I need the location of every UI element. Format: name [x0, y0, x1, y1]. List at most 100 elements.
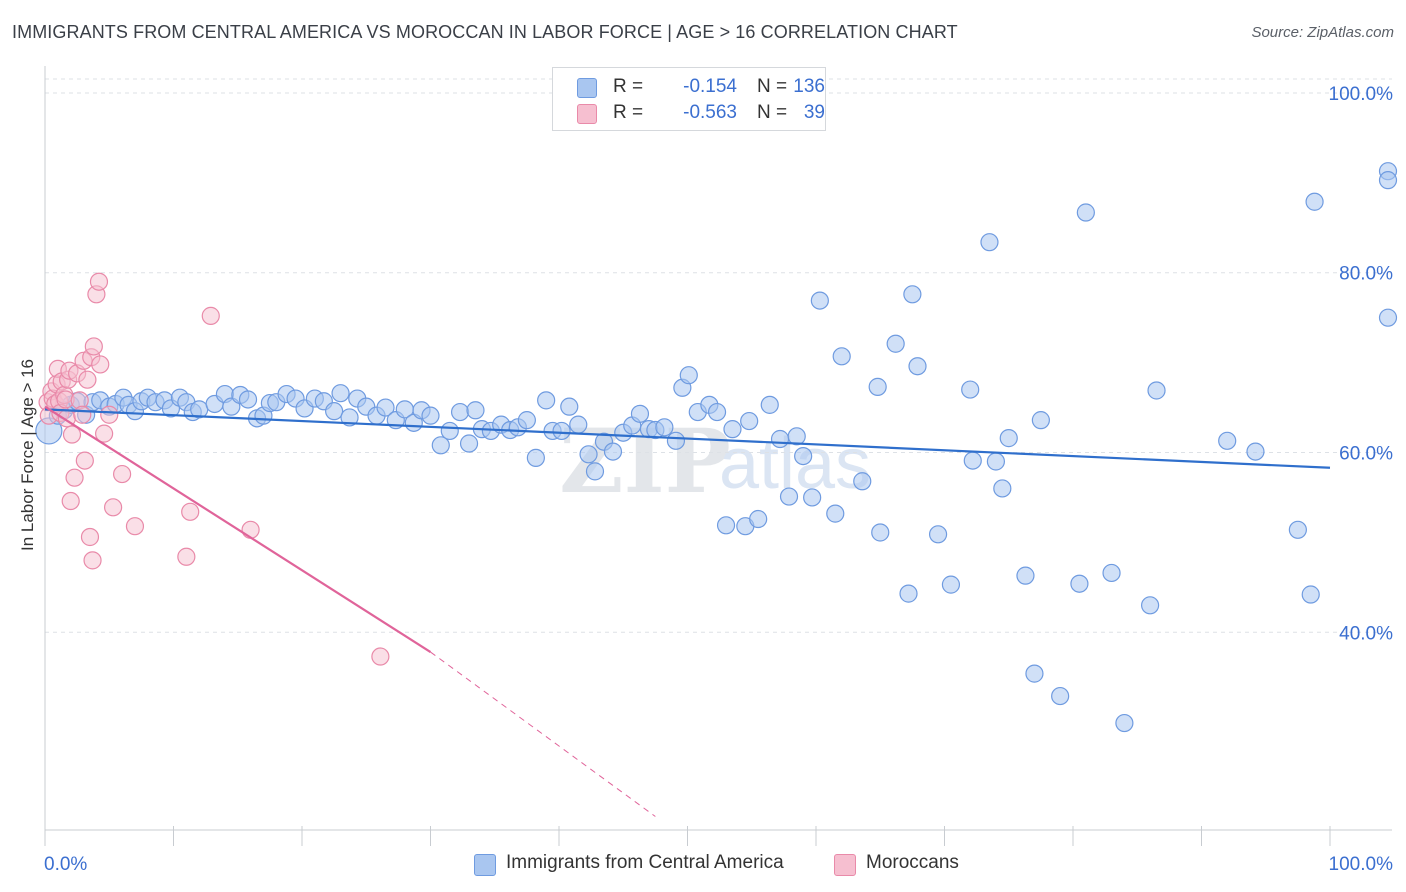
data-point-central-america: [1051, 686, 1070, 706]
axes: [44, 66, 1392, 846]
data-point-moroccans: [61, 491, 80, 511]
series-moroccans-points: [38, 272, 390, 666]
data-point-central-america: [1288, 520, 1307, 539]
data-point-central-america: [560, 397, 579, 416]
legend-r-label: R =: [613, 76, 644, 97]
data-point-moroccans: [100, 405, 119, 424]
data-point-central-america: [1115, 713, 1134, 733]
data-point-central-america: [941, 575, 961, 594]
data-point-central-america: [579, 445, 598, 464]
data-point-central-america: [666, 431, 686, 450]
data-point-central-america: [1140, 596, 1160, 615]
y-axis-label: In Labor Force | Age > 16: [18, 358, 37, 552]
stats-legend: R = -0.154 N = 136 R = -0.563 N = 39: [552, 67, 826, 131]
data-point-moroccans: [80, 527, 100, 547]
data-point-moroccans: [78, 370, 97, 389]
legend-swatch-blue: [474, 854, 496, 876]
data-point-central-america: [760, 395, 779, 414]
data-point-central-america: [832, 347, 851, 366]
data-point-moroccans: [112, 464, 132, 484]
series-central-america-points: [35, 162, 1398, 733]
data-point-central-america: [1378, 171, 1398, 190]
data-point-central-america: [826, 504, 845, 523]
data-point-central-america: [655, 418, 674, 437]
legend-swatch-blue: [577, 78, 597, 98]
data-point-central-america: [853, 472, 872, 491]
data-point-moroccans: [73, 405, 92, 424]
data-point-central-america: [787, 427, 806, 446]
x-tick-label: 100.0%: [1329, 854, 1394, 875]
watermark: ZIP atlas: [559, 409, 871, 513]
data-point-moroccans: [201, 306, 220, 325]
source-label: Source: ZipAtlas.com: [1251, 24, 1394, 41]
data-point-central-america: [810, 291, 829, 310]
chart-title: IMMIGRANTS FROM CENTRAL AMERICA VS MOROC…: [12, 22, 958, 42]
y-tick-label: 60.0%: [1339, 444, 1393, 465]
data-point-central-america: [899, 584, 918, 603]
data-point-central-america: [749, 509, 768, 529]
data-point-central-america: [986, 452, 1006, 471]
legend-r-label: R =: [613, 102, 644, 123]
data-point-moroccans: [177, 547, 196, 566]
legend-swatch-pink: [577, 104, 597, 124]
data-point-central-america: [1016, 566, 1035, 585]
legend-r-value: -0.154: [683, 76, 737, 97]
data-point-moroccans: [65, 468, 84, 487]
data-point-central-america: [723, 420, 742, 439]
data-point-moroccans: [62, 425, 82, 444]
data-point-central-america: [999, 429, 1018, 448]
data-point-moroccans: [181, 502, 200, 521]
legend-n-label: N =: [757, 76, 788, 97]
data-point-central-america: [340, 408, 359, 427]
data-point-central-america: [603, 442, 623, 461]
data-point-moroccans: [104, 498, 123, 517]
trend-line-central-america: [44, 408, 1331, 469]
data-point-central-america: [980, 233, 999, 252]
data-point-central-america: [1102, 563, 1121, 583]
data-point-moroccans: [84, 337, 103, 356]
data-point-central-america: [431, 436, 450, 455]
data-point-central-america: [440, 421, 459, 441]
data-point-central-america: [868, 377, 887, 396]
y-tick-label: 40.0%: [1339, 623, 1393, 644]
data-point-moroccans: [371, 647, 390, 666]
legend-label: Immigrants from Central America: [506, 852, 784, 873]
data-point-central-america: [1025, 664, 1044, 683]
y-tick-label: 100.0%: [1329, 84, 1394, 105]
data-point-central-america: [537, 391, 556, 410]
data-point-moroccans: [95, 424, 114, 443]
data-point-central-america: [331, 384, 350, 403]
data-point-central-america: [903, 285, 922, 304]
data-point-central-america: [679, 366, 698, 385]
legend-n-value: 39: [803, 102, 825, 123]
data-point-central-america: [928, 525, 948, 544]
data-point-central-america: [325, 402, 344, 421]
data-point-central-america: [803, 488, 822, 507]
data-point-central-america: [779, 487, 799, 506]
data-point-moroccans: [75, 451, 94, 470]
data-point-central-america: [517, 411, 536, 430]
data-point-central-america: [238, 390, 258, 409]
data-point-central-america: [630, 404, 650, 423]
data-point-moroccans: [83, 551, 102, 570]
data-point-central-america: [466, 401, 485, 420]
data-point-central-america: [770, 429, 790, 449]
data-point-central-america: [1218, 431, 1237, 450]
data-point-moroccans: [91, 355, 110, 374]
data-point-central-america: [908, 357, 927, 376]
legend-r-value: -0.563: [683, 102, 737, 123]
data-point-central-america: [716, 516, 736, 535]
tick-labels: 40.0% 60.0% 80.0% 100.0% 0.0% 100.0%: [44, 84, 1393, 875]
data-point-central-america: [794, 446, 813, 466]
trend-lines: [44, 405, 1331, 817]
data-point-moroccans: [89, 272, 109, 291]
data-point-central-america: [993, 479, 1012, 498]
data-point-central-america: [1031, 411, 1050, 430]
legend-n-label: N =: [757, 102, 788, 123]
data-point-moroccans: [241, 520, 260, 539]
legend-label: Moroccans: [866, 852, 959, 873]
data-point-central-america: [450, 402, 470, 422]
data-point-central-america: [552, 421, 571, 441]
x-tick-label: 0.0%: [44, 854, 87, 875]
